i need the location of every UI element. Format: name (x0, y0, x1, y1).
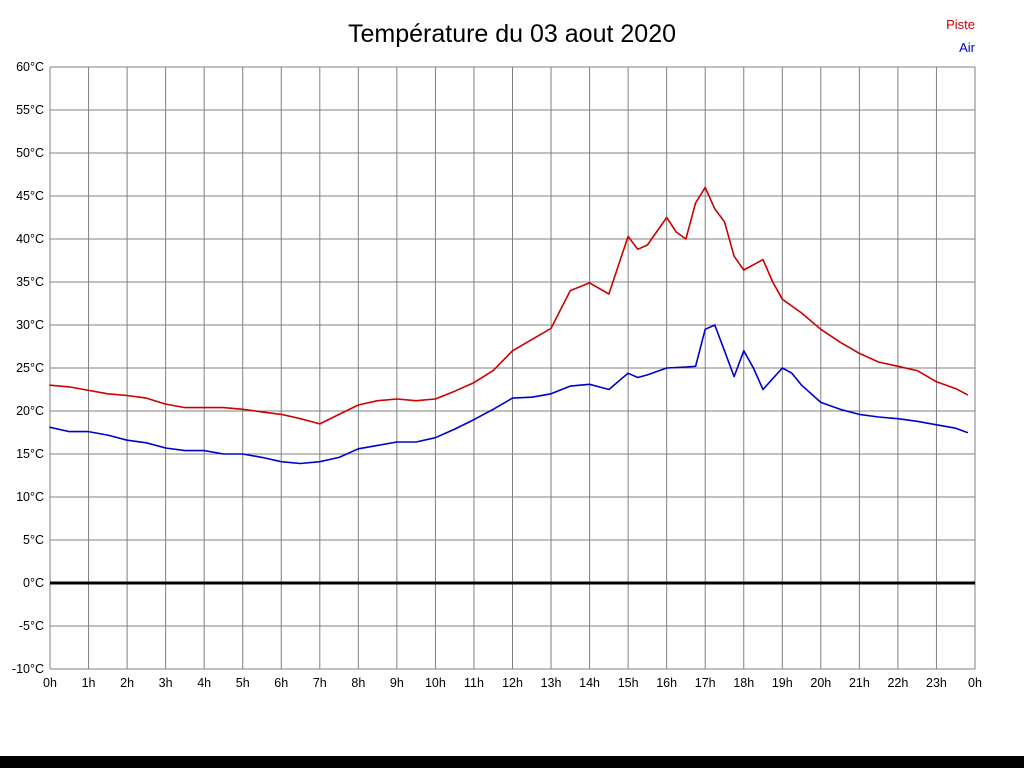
x-tick-label: 0h (968, 676, 982, 690)
x-tick-label: 6h (274, 676, 288, 690)
x-tick-label: 12h (502, 676, 523, 690)
x-tick-label: 10h (425, 676, 446, 690)
bottom-bar (0, 756, 1024, 768)
x-tick-label: 8h (351, 676, 365, 690)
y-tick-label: 10°C (16, 490, 44, 504)
chart-title: Température du 03 aout 2020 (347, 20, 676, 48)
series-line-air (49, 324, 969, 465)
x-tick-label: 5h (236, 676, 250, 690)
y-tick-label: 50°C (16, 146, 44, 160)
y-tick-label: -10°C (12, 662, 44, 676)
legend: Piste Air (946, 13, 975, 59)
x-tick-label: 1h (82, 676, 96, 690)
x-tick-label: 9h (390, 676, 404, 690)
x-tick-label: 17h (695, 676, 716, 690)
x-tick-label: 18h (733, 676, 754, 690)
x-tick-label: 23h (926, 676, 947, 690)
y-tick-label: 40°C (16, 232, 44, 246)
x-tick-label: 13h (541, 676, 562, 690)
x-tick-label: 0h (43, 676, 57, 690)
x-tick-label: 20h (810, 676, 831, 690)
x-tick-label: 3h (159, 676, 173, 690)
legend-item-piste: Piste (946, 17, 975, 32)
y-tick-label: 35°C (16, 275, 44, 289)
y-tick-label: 60°C (16, 60, 44, 74)
y-tick-label: 5°C (23, 533, 44, 547)
x-tick-label: 16h (656, 676, 677, 690)
y-tick-label: 55°C (16, 103, 44, 117)
x-tick-label: 15h (618, 676, 639, 690)
y-tick-label: 45°C (16, 189, 44, 203)
y-tick-label: -5°C (19, 619, 44, 633)
y-tick-label: 25°C (16, 361, 44, 375)
series-line-piste (49, 186, 969, 425)
x-tick-label: 21h (849, 676, 870, 690)
x-tick-label: 22h (887, 676, 908, 690)
x-tick-label: 2h (120, 676, 134, 690)
x-tick-label: 14h (579, 676, 600, 690)
y-tick-label: 0°C (23, 576, 44, 590)
y-tick-label: 20°C (16, 404, 44, 418)
y-tick-label: 30°C (16, 318, 44, 332)
legend-item-air: Air (959, 40, 975, 55)
y-tick-label: 15°C (16, 447, 44, 461)
x-tick-label: 7h (313, 676, 327, 690)
x-tick-label: 11h (464, 676, 484, 690)
x-tick-label: 19h (772, 676, 793, 690)
x-tick-label: 4h (197, 676, 211, 690)
